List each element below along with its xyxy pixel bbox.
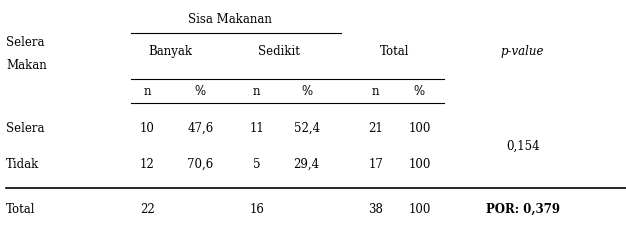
Text: %: % bbox=[301, 85, 312, 98]
Text: Tidak: Tidak bbox=[6, 158, 39, 170]
Text: 0,154: 0,154 bbox=[506, 140, 540, 152]
Text: 5: 5 bbox=[253, 158, 260, 170]
Text: n: n bbox=[372, 85, 379, 98]
Text: Makan: Makan bbox=[6, 59, 47, 72]
Text: %: % bbox=[195, 85, 206, 98]
Text: n: n bbox=[143, 85, 151, 98]
Text: 100: 100 bbox=[408, 122, 431, 135]
Text: Total: Total bbox=[379, 46, 409, 58]
Text: 22: 22 bbox=[140, 203, 155, 216]
Text: 70,6: 70,6 bbox=[187, 158, 213, 170]
Text: 38: 38 bbox=[368, 203, 383, 216]
Text: 100: 100 bbox=[408, 158, 431, 170]
Text: n: n bbox=[253, 85, 260, 98]
Text: Selera: Selera bbox=[6, 36, 45, 49]
Text: 100: 100 bbox=[408, 203, 431, 216]
Text: p-value: p-value bbox=[501, 46, 545, 58]
Text: 52,4: 52,4 bbox=[294, 122, 320, 135]
Text: 10: 10 bbox=[140, 122, 155, 135]
Text: 12: 12 bbox=[140, 158, 155, 170]
Text: Banyak: Banyak bbox=[148, 46, 193, 58]
Text: %: % bbox=[414, 85, 425, 98]
Text: Sedikit: Sedikit bbox=[258, 46, 299, 58]
Text: 29,4: 29,4 bbox=[294, 158, 320, 170]
Text: Total: Total bbox=[6, 203, 36, 216]
Text: POR: 0,379: POR: 0,379 bbox=[486, 203, 560, 216]
Text: 17: 17 bbox=[368, 158, 383, 170]
Text: 47,6: 47,6 bbox=[187, 122, 213, 135]
Text: 11: 11 bbox=[249, 122, 264, 135]
Text: 16: 16 bbox=[249, 203, 264, 216]
Text: 21: 21 bbox=[368, 122, 383, 135]
Text: Sisa Makanan: Sisa Makanan bbox=[188, 13, 272, 26]
Text: Selera: Selera bbox=[6, 122, 45, 135]
